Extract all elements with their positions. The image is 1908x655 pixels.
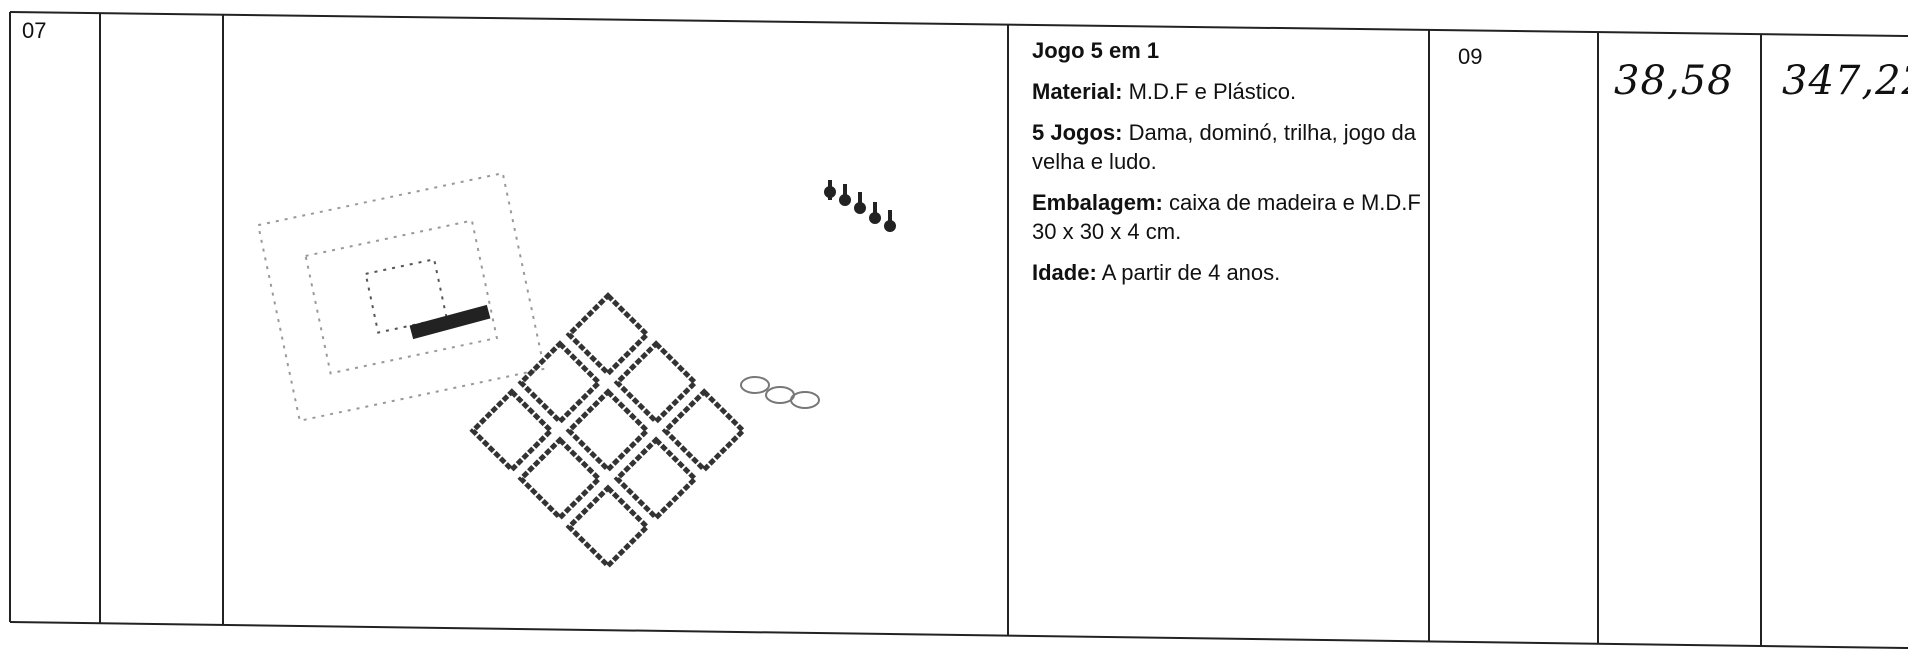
product-photo	[257, 171, 896, 570]
description-text: caixa de madeira e M.D.F 30 x 30 x 4 cm.	[1032, 190, 1421, 244]
unit-price: 38,58	[1614, 58, 1734, 104]
total-price: 347,22	[1782, 58, 1908, 104]
description-line: Idade: A partir de 4 anos.	[1032, 258, 1422, 287]
description-line: Embalagem: caixa de madeira e M.D.F 30 x…	[1032, 188, 1422, 246]
description: Jogo 5 em 1 Material: M.D.F e Plástico. 5…	[1032, 36, 1422, 299]
quantity: 09	[1458, 44, 1483, 69]
description-line: 5 Jogos: Dama, dominó, trilha, jogo da v…	[1032, 118, 1422, 176]
description-label: Material:	[1032, 79, 1123, 104]
description-label: Embalagem:	[1032, 190, 1163, 215]
item-number: 07	[22, 18, 47, 43]
description-line: Material: M.D.F e Plástico.	[1032, 77, 1422, 106]
description-label: 5 Jogos:	[1032, 120, 1123, 145]
description-text: A partir de 4 anos.	[1101, 260, 1281, 285]
row-top-border	[9, 11, 1908, 37]
product-title: Jogo 5 em 1	[1032, 38, 1160, 63]
row-bottom-border	[9, 621, 1908, 649]
description-text: Dama, dominó, trilha, jogo da velha e lu…	[1032, 120, 1416, 174]
description-label: Idade:	[1032, 260, 1097, 285]
description-text: M.D.F e Plástico.	[1128, 79, 1297, 104]
